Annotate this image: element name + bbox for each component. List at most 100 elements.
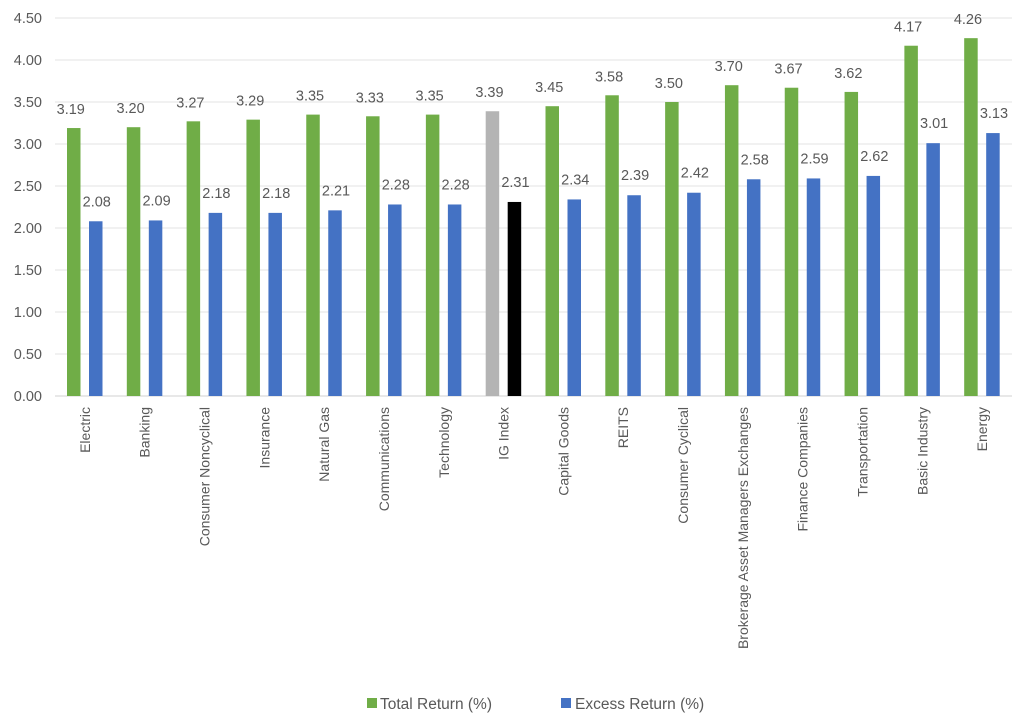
legend-swatch (367, 698, 377, 708)
data-label: 3.62 (834, 66, 862, 82)
x-tick-label: Basic Industry (914, 407, 930, 495)
data-label: 2.18 (262, 186, 290, 202)
bar-total-return (844, 91, 859, 397)
legend: Total Return (%) Excess Return (%) (367, 696, 704, 713)
data-label: 2.39 (621, 168, 649, 184)
bar-excess-return (268, 212, 282, 396)
x-axis-labels: Electric Banking Consumer Noncyclical Insur… (77, 407, 990, 649)
bar-excess-return (627, 195, 641, 396)
bar-total-return (784, 87, 799, 396)
x-tick-label: Banking (137, 407, 153, 458)
bar-total-return (425, 114, 440, 396)
bar-total-return (724, 85, 739, 396)
data-label: 2.42 (681, 166, 709, 182)
data-label: 3.50 (655, 76, 683, 92)
x-tick-label: Communications (376, 407, 392, 511)
x-tick-label: Capital Goods (555, 407, 571, 496)
data-label: 3.29 (236, 94, 264, 110)
data-label: 3.13 (980, 106, 1008, 122)
bar-total-return (605, 95, 619, 396)
y-tick-label: 3.00 (14, 137, 42, 153)
bar-excess-return (687, 192, 701, 396)
x-tick-label: Consumer Noncyclical (197, 407, 213, 546)
bar-excess-return (507, 201, 522, 396)
y-tick-label: 1.00 (14, 305, 42, 321)
data-label: 2.62 (860, 149, 888, 165)
bar-total-return (485, 111, 500, 397)
bar-total-return (67, 128, 81, 397)
bar-excess-return (986, 133, 1000, 396)
data-label: 3.33 (356, 90, 384, 106)
data-label: 3.39 (475, 85, 503, 101)
x-tick-label: IG Index (496, 407, 512, 460)
bar-excess-return (567, 199, 581, 396)
x-tick-label: Insurance (256, 407, 272, 469)
bar-excess-return (447, 204, 462, 396)
data-label: 2.28 (442, 177, 470, 193)
bar-excess-return (208, 212, 223, 396)
bars (67, 38, 1000, 397)
data-label: 3.01 (920, 116, 948, 132)
x-tick-label: Technology (436, 407, 452, 478)
y-tick-label: 4.00 (14, 53, 42, 69)
bar-total-return (126, 127, 141, 396)
y-tick-label: 0.50 (14, 347, 42, 363)
bar-excess-return (328, 210, 342, 396)
bar-total-return (964, 38, 978, 396)
bar-excess-return (148, 220, 163, 396)
bar-total-return (306, 114, 320, 396)
bar-excess-return (388, 204, 402, 396)
y-tick-label: 2.00 (14, 221, 42, 237)
y-tick-label: 1.50 (14, 263, 42, 279)
bar-excess-return (806, 178, 821, 396)
x-tick-label: Consumer Cyclical (675, 407, 691, 524)
bar-total-return (366, 116, 380, 396)
x-tick-label: Natural Gas (316, 407, 332, 482)
data-label: 3.19 (57, 102, 85, 118)
data-label: 2.08 (83, 194, 111, 210)
data-label: 2.18 (202, 186, 230, 202)
legend-label: Total Return (%) (380, 696, 492, 713)
data-label: 3.67 (774, 62, 802, 78)
data-label: 2.09 (142, 193, 170, 209)
data-label: 2.28 (382, 177, 410, 193)
data-label: 3.45 (535, 80, 563, 96)
bar-total-return (904, 45, 918, 396)
bar-excess-return (866, 175, 881, 396)
x-tick-label: REITS (615, 407, 631, 448)
data-label: 2.21 (322, 183, 350, 199)
bar-total-return (186, 121, 201, 396)
data-label: 3.35 (416, 89, 444, 105)
data-label: 2.58 (741, 152, 769, 168)
data-labels: 3.19 2.08 3.20 2.09 3.27 2.18 3.29 2.18 3.35 2.21… (57, 12, 1008, 210)
data-label: 3.70 (715, 59, 743, 75)
bar-excess-return (926, 143, 940, 396)
y-tick-label: 2.50 (14, 179, 42, 195)
data-label: 3.35 (296, 89, 324, 105)
x-tick-label: Transportation (854, 407, 870, 497)
x-tick-label: Brokerage Asset Managers Exchanges (735, 407, 751, 649)
bar-excess-return (89, 221, 103, 396)
legend-label: Excess Return (%) (575, 696, 704, 713)
x-tick-label: Energy (974, 407, 990, 451)
x-tick-label: Finance Companies (795, 407, 811, 532)
bar-excess-return (746, 179, 761, 396)
data-label: 4.17 (894, 20, 922, 36)
data-label: 4.26 (954, 12, 982, 28)
bar-total-return (246, 119, 260, 396)
bar-total-return (665, 102, 679, 396)
data-label: 2.31 (501, 175, 529, 191)
y-axis-ticks: 0.00 0.50 1.00 1.50 2.00 2.50 3.00 3.50 4.00 4.50 (14, 11, 42, 405)
data-label: 3.27 (176, 95, 204, 111)
data-label: 2.34 (561, 172, 589, 188)
y-tick-label: 3.50 (14, 95, 42, 111)
data-label: 3.58 (595, 69, 623, 85)
bar-total-return (545, 106, 559, 396)
data-label: 2.59 (800, 151, 828, 167)
y-tick-label: 0.00 (14, 389, 42, 405)
data-label: 3.20 (116, 101, 144, 117)
legend-swatch (561, 698, 571, 708)
y-tick-label: 4.50 (14, 11, 42, 27)
x-tick-label: Electric (77, 407, 93, 453)
